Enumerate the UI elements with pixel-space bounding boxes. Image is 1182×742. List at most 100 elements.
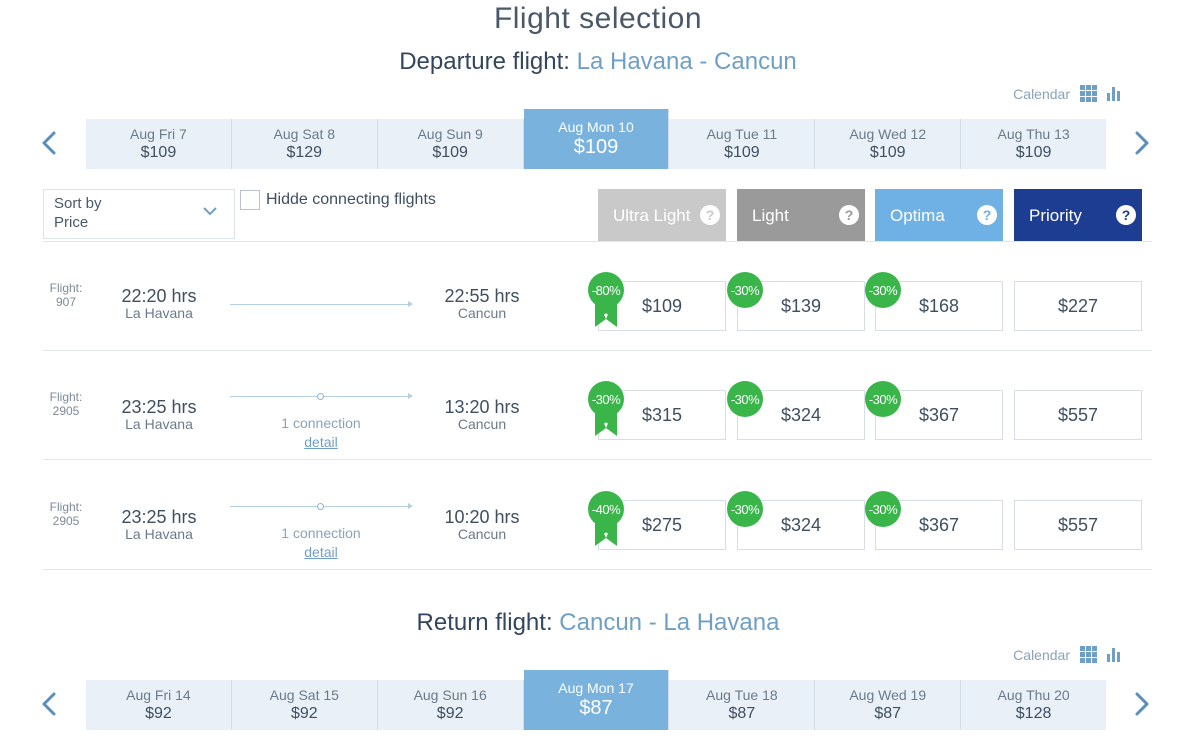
date-cell[interactable]: Aug Mon 17 $87	[523, 670, 670, 730]
date-label: Aug Sat 15	[269, 687, 339, 703]
date-label: Aug Sun 9	[417, 126, 483, 142]
departure-prev-arrow-icon[interactable]	[38, 128, 60, 158]
hide-connecting-checkbox[interactable]	[240, 190, 260, 210]
bar-chart-icon[interactable]	[1107, 647, 1120, 662]
discount-badge: -30%	[865, 381, 901, 417]
date-price: $129	[286, 144, 323, 161]
discount-badge: -30%	[588, 381, 624, 417]
date-cell[interactable]: Aug Sun 16 $92	[378, 680, 524, 730]
connection-detail-link[interactable]: detail	[304, 434, 338, 450]
sort-dropdown[interactable]: Sort by Price	[43, 189, 235, 239]
date-price: $92	[290, 705, 318, 722]
date-label: Aug Sun 16	[413, 687, 487, 703]
row-divider	[43, 241, 1152, 242]
date-cell[interactable]: Aug Fri 14 $92	[86, 680, 232, 730]
fare-price-button[interactable]: $139	[737, 281, 865, 331]
route-line	[230, 503, 413, 510]
date-price: $92	[145, 705, 172, 722]
date-cell[interactable]: Aug Sat 15 $92	[232, 680, 378, 730]
arrival-time: 22:55 hrs	[444, 286, 520, 306]
date-cell[interactable]: Aug Tue 18 $87	[669, 680, 816, 730]
date-cell[interactable]: Aug Thu 20 $128	[961, 680, 1106, 730]
date-cell[interactable]: Aug Tue 11 $109	[669, 119, 816, 169]
date-price: $109	[869, 144, 906, 161]
help-icon[interactable]: ?	[1116, 205, 1136, 225]
date-label: Aug Mon 10	[558, 119, 634, 135]
fare-header-label: Ultra Light	[613, 205, 691, 225]
date-label: Aug Wed 12	[849, 126, 927, 142]
arrival-time: 10:20 hrs	[444, 507, 520, 527]
date-cell[interactable]: Aug Wed 19 $87	[815, 680, 962, 730]
fare-price-button[interactable]: $557	[1014, 500, 1142, 550]
fare-price-button[interactable]: $557	[1014, 390, 1142, 440]
return-calendar-link[interactable]: Calendar	[1013, 646, 1120, 663]
date-price: $87	[579, 697, 613, 719]
date-label: Aug Sat 8	[273, 126, 336, 142]
calendar-grid-icon[interactable]	[1080, 646, 1097, 663]
flight-label: Flight:	[49, 390, 83, 404]
return-date-strip: Aug Fri 14 $92 Aug Sat 15 $92 Aug Sun 16 $92 A…	[86, 670, 1106, 730]
flight-label: Flight:	[49, 500, 83, 514]
fare-header-label: Priority	[1029, 205, 1082, 225]
date-price: $109	[724, 144, 760, 161]
date-label: Aug Fri 7	[130, 126, 187, 142]
fare-price-button[interactable]: $315	[598, 390, 726, 440]
discount-badge: -30%	[727, 381, 763, 417]
departure-date-strip: Aug Fri 7 $109 Aug Sat 8 $129 Aug Sun 9 $109 A…	[86, 109, 1106, 169]
date-cell[interactable]: Aug Thu 13 $109	[961, 119, 1106, 169]
arrival-city: Cancun	[457, 526, 507, 542]
date-label: Aug Thu 20	[997, 687, 1070, 703]
departure-next-arrow-icon[interactable]	[1131, 128, 1153, 158]
date-label: Aug Wed 19	[849, 687, 927, 703]
fare-header-label: Optima	[890, 205, 945, 225]
fare-price-button[interactable]: $367	[875, 500, 1003, 550]
date-price: $109	[140, 144, 177, 161]
flight-row: Flight: 2905 23:25 hrs La Havana 1 connectio…	[43, 460, 1152, 570]
return-next-arrow-icon[interactable]	[1131, 689, 1153, 719]
return-label: Return flight:	[416, 609, 553, 636]
hide-connecting-option: Hidde connecting flights	[240, 190, 436, 210]
help-icon[interactable]: ?	[700, 205, 720, 225]
help-icon[interactable]: ?	[839, 205, 859, 225]
sort-value: Price	[54, 214, 89, 231]
arrow-head-icon	[408, 301, 413, 307]
route-line	[230, 393, 413, 400]
departure-time: 22:20 hrs	[121, 286, 197, 306]
fare-price-button[interactable]: $227	[1014, 281, 1142, 331]
return-prev-arrow-icon[interactable]	[38, 689, 60, 719]
help-icon[interactable]: ?	[977, 205, 997, 225]
discount-badge: -80%	[588, 272, 624, 308]
row-divider	[43, 569, 1152, 570]
connection-count: 1 connection	[281, 525, 361, 541]
arrival-city: Cancun	[457, 305, 507, 321]
discount-badge: -40%	[588, 491, 624, 527]
date-cell[interactable]: Aug Sat 8 $129	[232, 119, 378, 169]
departure-city: La Havana	[125, 416, 193, 432]
hide-connecting-label: Hidde connecting flights	[266, 191, 436, 208]
date-cell[interactable]: Aug Mon 10 $109	[523, 109, 670, 169]
date-cell[interactable]: Aug Wed 12 $109	[815, 119, 962, 169]
date-cell[interactable]: Aug Fri 7 $109	[86, 119, 232, 169]
departure-calendar-link[interactable]: Calendar	[1013, 85, 1120, 102]
departure-title: Departure flight: La Havana - Cancun	[0, 48, 1182, 76]
bar-chart-icon[interactable]	[1107, 86, 1120, 101]
row-divider	[43, 459, 1152, 460]
fare-header-label: Light	[752, 205, 789, 225]
date-cell[interactable]: Aug Sun 9 $109	[378, 119, 524, 169]
route-line	[230, 301, 413, 307]
arrow-head-icon	[408, 503, 413, 509]
arrival-city: Cancun	[457, 416, 507, 432]
date-price: $92	[436, 705, 464, 722]
connection-dot-icon	[317, 393, 324, 400]
connection-detail-link[interactable]: detail	[304, 544, 338, 560]
departure-time: 23:25 hrs	[121, 507, 197, 527]
arrow-head-icon	[408, 393, 413, 399]
departure-label: Departure flight:	[399, 48, 570, 75]
flight-label: Flight:	[49, 281, 83, 295]
flight-number: 907	[55, 295, 77, 309]
flight-row: Flight: 2905 23:25 hrs La Havana 1 connectio…	[43, 350, 1152, 460]
calendar-grid-icon[interactable]	[1080, 85, 1097, 102]
date-label: Aug Tue 11	[706, 126, 778, 142]
fare-price-button[interactable]: $324	[737, 390, 865, 440]
departure-route: La Havana - Cancun	[576, 48, 797, 75]
